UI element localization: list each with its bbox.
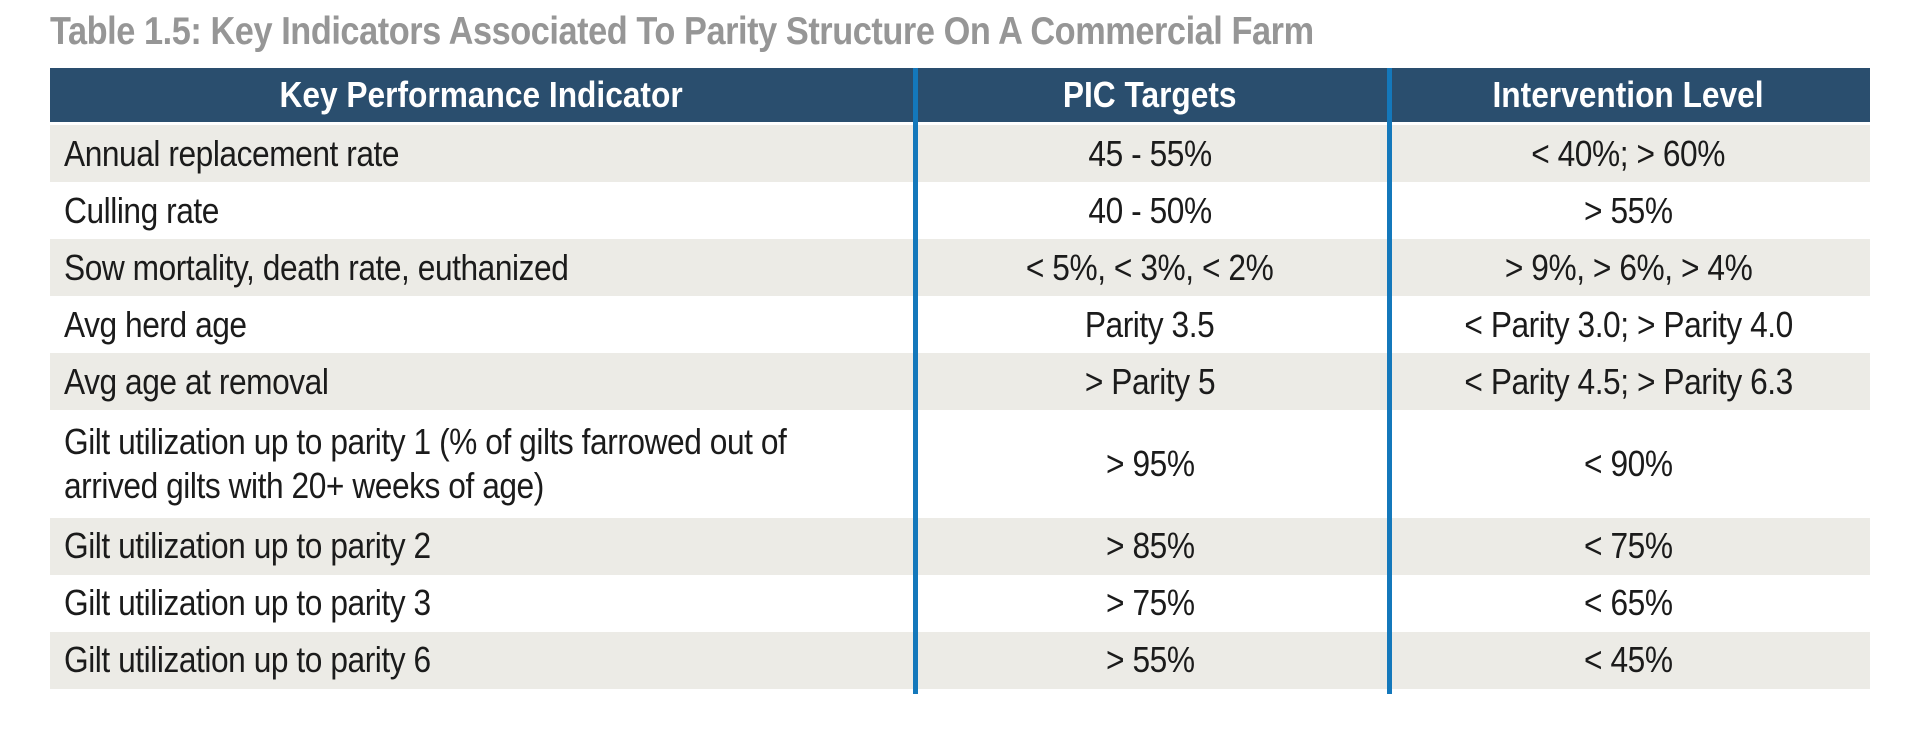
intervention-text: > 9%, > 6%, > 4% xyxy=(1504,246,1753,288)
kpi-cell: Gilt utilization up to parity 2 xyxy=(50,518,913,575)
target-text: > Parity 5 xyxy=(1084,360,1216,402)
table-row: Gilt utilization up to parity 6 > 55% < … xyxy=(50,631,1870,689)
intervention-cell: > 9%, > 6%, > 4% xyxy=(1387,239,1870,296)
intervention-cell: > 55% xyxy=(1387,182,1870,239)
kpi-cell: Gilt utilization up to parity 1 (% of gi… xyxy=(50,420,913,508)
kpi-table: Key Performance Indicator PIC Targets In… xyxy=(50,68,1870,694)
target-cell: > 85% xyxy=(913,518,1387,575)
intervention-cell: < 90% xyxy=(1387,420,1870,508)
table-caption-text: Table 1.5: Key Indicators Associated To … xyxy=(50,10,1314,53)
table-caption: Table 1.5: Key Indicators Associated To … xyxy=(50,10,1486,54)
intervention-cell: < 75% xyxy=(1387,518,1870,575)
kpi-text: Gilt utilization up to parity 3 xyxy=(64,582,431,624)
table-row: Avg age at removal > Parity 5 < Parity 4… xyxy=(50,353,1870,410)
table-row: Gilt utilization up to parity 1 (% of gi… xyxy=(50,410,1870,518)
target-cell: Parity 3.5 xyxy=(913,296,1387,353)
target-text: Parity 3.5 xyxy=(1085,303,1215,345)
intervention-cell: < 40%; > 60% xyxy=(1387,125,1870,182)
kpi-text: Gilt utilization up to parity 6 xyxy=(64,639,431,681)
table-row: Sow mortality, death rate, euthanized < … xyxy=(50,239,1870,296)
target-cell: > 55% xyxy=(913,632,1387,689)
target-cell: 45 - 55% xyxy=(913,125,1387,182)
header-cell-kpi: Key Performance Indicator xyxy=(50,68,913,122)
intervention-text: < 75% xyxy=(1584,525,1673,567)
kpi-cell: Sow mortality, death rate, euthanized xyxy=(50,239,913,296)
table-row: Gilt utilization up to parity 2 > 85% < … xyxy=(50,517,1870,575)
target-cell: 40 - 50% xyxy=(913,182,1387,239)
target-text: 45 - 55% xyxy=(1088,132,1212,174)
intervention-cell: < 45% xyxy=(1387,632,1870,689)
table-row: Avg herd age Parity 3.5 < Parity 3.0; > … xyxy=(50,296,1870,353)
table-row: Culling rate 40 - 50% > 55% xyxy=(50,182,1870,239)
target-text: 40 - 50% xyxy=(1088,189,1212,231)
kpi-text: Sow mortality, death rate, euthanized xyxy=(64,246,569,288)
kpi-cell: Avg herd age xyxy=(50,296,913,353)
header-cell-pic-targets-label: PIC Targets xyxy=(1063,74,1237,115)
target-cell: > 75% xyxy=(913,575,1387,632)
header-cell-kpi-label: Key Performance Indicator xyxy=(279,74,684,115)
kpi-cell: Gilt utilization up to parity 6 xyxy=(50,632,913,689)
kpi-text: Avg herd age xyxy=(64,303,247,345)
kpi-text: Avg age at removal xyxy=(64,360,329,402)
table-row: Gilt utilization up to parity 3 > 75% < … xyxy=(50,574,1870,632)
column-separator xyxy=(1387,68,1392,694)
kpi-text: Culling rate xyxy=(64,189,219,231)
target-cell: > Parity 5 xyxy=(913,353,1387,410)
header-cell-pic-targets: PIC Targets xyxy=(913,68,1387,122)
kpi-text: Gilt utilization up to parity 2 xyxy=(64,525,431,567)
intervention-text: < 45% xyxy=(1584,639,1673,681)
target-text: > 75% xyxy=(1105,582,1195,624)
target-text: < 5%, < 3%, < 2% xyxy=(1026,246,1274,288)
intervention-text: < 40%; > 60% xyxy=(1531,132,1726,174)
intervention-cell: < Parity 4.5; > Parity 6.3 xyxy=(1387,353,1870,410)
kpi-text: Gilt utilization up to parity 1 (% of gi… xyxy=(64,421,787,506)
intervention-text: > 55% xyxy=(1584,189,1673,231)
table-header-row: Key Performance Indicator PIC Targets In… xyxy=(50,68,1870,125)
header-cell-intervention-level: Intervention Level xyxy=(1387,68,1870,122)
column-separator xyxy=(913,68,918,694)
kpi-cell: Gilt utilization up to parity 3 xyxy=(50,575,913,632)
intervention-text: < Parity 4.5; > Parity 6.3 xyxy=(1464,360,1793,402)
target-text: > 95% xyxy=(1105,442,1195,484)
target-cell: > 95% xyxy=(913,420,1387,508)
intervention-text: < 65% xyxy=(1584,582,1673,624)
intervention-text: < Parity 3.0; > Parity 4.0 xyxy=(1464,303,1793,345)
target-text: > 85% xyxy=(1105,525,1195,567)
intervention-cell: < 65% xyxy=(1387,575,1870,632)
kpi-cell: Annual replacement rate xyxy=(50,125,913,182)
intervention-cell: < Parity 3.0; > Parity 4.0 xyxy=(1387,296,1870,353)
target-text: > 55% xyxy=(1105,639,1195,681)
kpi-text: Annual replacement rate xyxy=(64,132,400,174)
target-cell: < 5%, < 3%, < 2% xyxy=(913,239,1387,296)
kpi-cell: Culling rate xyxy=(50,182,913,239)
header-cell-intervention-level-label: Intervention Level xyxy=(1492,74,1765,115)
kpi-cell: Avg age at removal xyxy=(50,353,913,410)
intervention-text: < 90% xyxy=(1584,442,1673,484)
table-row: Annual replacement rate 45 - 55% < 40%; … xyxy=(50,125,1870,182)
